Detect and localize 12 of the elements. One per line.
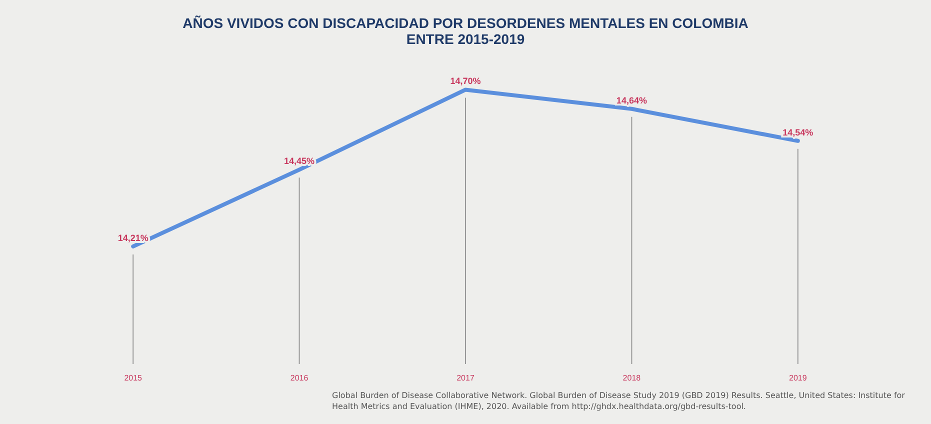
- data-label: 14,45%: [284, 156, 315, 166]
- data-label: 14,54%: [782, 127, 814, 138]
- x-tick-label: 2015: [124, 374, 143, 382]
- text: Global Burden of Disease Collaborative Network. Global Burden of Disease Study 2019 (GBD 2019) Results. Seattle, United States: Institute for Health Metrics and Evaluation (IHME), 2020. Available from http://ghdx.healthdata.org/gbd-results-tool.: [332, 390, 906, 412]
- x-tick-label: 2018: [622, 374, 642, 382]
- data-label: 14,21%: [118, 232, 148, 243]
- x-tick-label: 2016: [290, 374, 309, 382]
- chart-title: AÑOS VIVIDOS CON DISCAPACIDAD POR DESORDENES MENTALES EN COLOMBIA ENTRE 2015-2019: [182, 15, 748, 47]
- x-tick-label: 2019: [789, 374, 808, 382]
- data-label: 14,64%: [616, 95, 647, 106]
- data-label: 14,70%: [450, 76, 481, 86]
- x-tick-label: 2017: [456, 374, 475, 382]
